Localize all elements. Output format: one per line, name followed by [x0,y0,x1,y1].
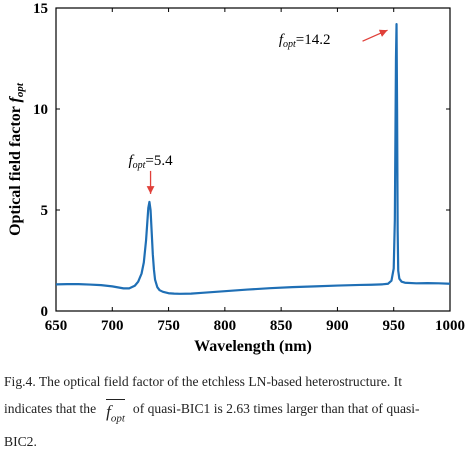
x-tick-label: 850 [270,318,293,334]
figure: 650 700 750 800 850 900 950 1000 0 5 10 15 fopt=5.4… [7,1,465,355]
annotation-arrow-2 [362,29,388,42]
y-axis-label: Optical field factor fopt [7,82,26,236]
x-tick-label: 750 [157,318,180,334]
y-tick-label: 15 [33,1,48,17]
caption-line-3: BIC2. [4,434,37,450]
caption-line-1: Fig.4. The optical field factor of the e… [4,374,402,389]
y-tick-label: 10 [33,102,48,118]
fopt-f: f [106,402,111,421]
fopt-sub: opt [110,412,125,425]
series [55,23,451,295]
ticks: 650 700 750 800 850 900 950 1000 0 5 10 15 [33,1,465,334]
optical-field-factor-chart: 650 700 750 800 850 900 950 1000 0 5 10 15 fopt=5.4… [7,1,465,355]
annotation-peak-1: fopt=5.4 [128,153,173,171]
x-tick-label: 1000 [435,318,465,334]
x-tick-label: 800 [214,318,237,334]
x-tick-label: 950 [382,318,405,334]
axes [55,7,451,312]
y-tick-label: 5 [41,203,49,219]
caption-line-2-end: of quasi-BIC1 is 2.63 times larger than … [132,401,420,416]
annotations: fopt=5.4 fopt=14.2 [128,29,388,194]
x-tick-label: 700 [101,318,124,334]
fopt-mean-symbol: fopt [106,399,125,428]
x-tick-label: 900 [326,318,349,334]
x-tick-label: 650 [45,318,68,334]
annotation-peak-2: fopt=14.2 [279,32,331,50]
caption-line-2: indicates that the fopt of quasi-BIC1 is 2… [4,395,470,428]
series-line-0 [55,23,451,295]
x-axis-label: Wavelength (nm) [194,338,312,355]
figure-caption: Fig.4. The optical field factor of the e… [4,368,470,455]
caption-line-2-start: indicates that the [4,401,97,416]
y-tick-label: 0 [41,304,49,320]
plot-frame [55,7,451,312]
